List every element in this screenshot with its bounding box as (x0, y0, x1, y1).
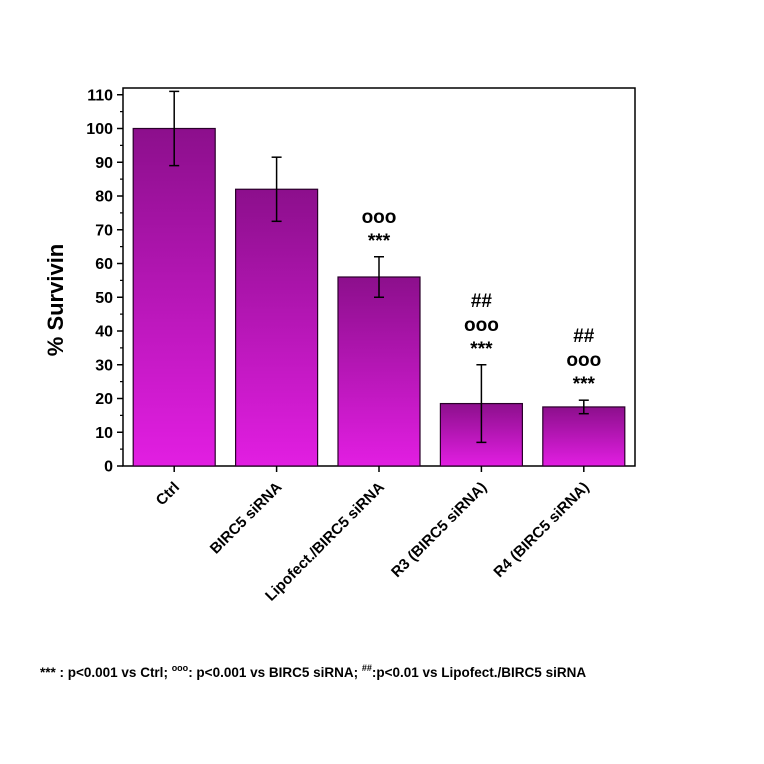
significance-mark-3-0: ## (471, 291, 493, 312)
y-tick-label-3: 30 (95, 357, 113, 374)
footnote-sup2: ## (361, 663, 372, 673)
x-tick-label-2: Lipofect./BIRC5 siRNA (262, 479, 388, 605)
y-tick-label-4: 40 (95, 324, 113, 341)
bar-4 (542, 406, 626, 467)
footnote-sup1: ooo (171, 663, 189, 673)
significance-mark-2-0: ooo (362, 207, 397, 228)
bar-1 (235, 188, 319, 467)
significance-mark-4-1: ooo (566, 350, 601, 371)
footnote-part1: *** : p<0.001 vs Ctrl; (40, 665, 172, 680)
y-tick-label-11: 110 (87, 87, 113, 104)
y-tick-label-9: 90 (95, 155, 113, 172)
footnote-part3: :p<0.01 vs Lipofect./BIRC5 siRNA (371, 665, 587, 680)
significance-mark-4-0: ## (573, 326, 595, 347)
footnote-part2: : p<0.001 vs BIRC5 siRNA; (188, 665, 362, 680)
y-tick-label-0: 0 (104, 459, 113, 476)
y-tick-label-8: 80 (95, 189, 113, 206)
bar-2 (337, 276, 421, 467)
significance-mark-3-1: ooo (464, 315, 499, 336)
significance-mark-2-1: *** (368, 231, 391, 252)
y-tick-label-7: 70 (95, 222, 113, 239)
y-tick-label-1: 10 (95, 425, 113, 442)
y-tick-label-2: 20 (95, 391, 113, 408)
bar-0 (132, 127, 216, 467)
significance-footnote: *** : p<0.001 vs Ctrl; ooo: p<0.001 vs B… (40, 663, 750, 680)
x-tick-label-0: Ctrl (153, 479, 183, 509)
x-tick-label-3: R3 (BIRC5 siRNA) (388, 479, 490, 581)
x-tick-label-1: BIRC5 siRNA (207, 479, 286, 558)
y-tick-label-10: 100 (86, 121, 113, 138)
x-tick-label-4: R4 (BIRC5 siRNA) (490, 479, 592, 581)
y-tick-label-6: 60 (95, 256, 113, 273)
significance-mark-3-2: *** (470, 339, 493, 360)
y-axis-title: % Survivin (43, 244, 68, 356)
y-tick-label-5: 50 (95, 290, 113, 307)
significance-mark-4-2: *** (573, 374, 596, 395)
